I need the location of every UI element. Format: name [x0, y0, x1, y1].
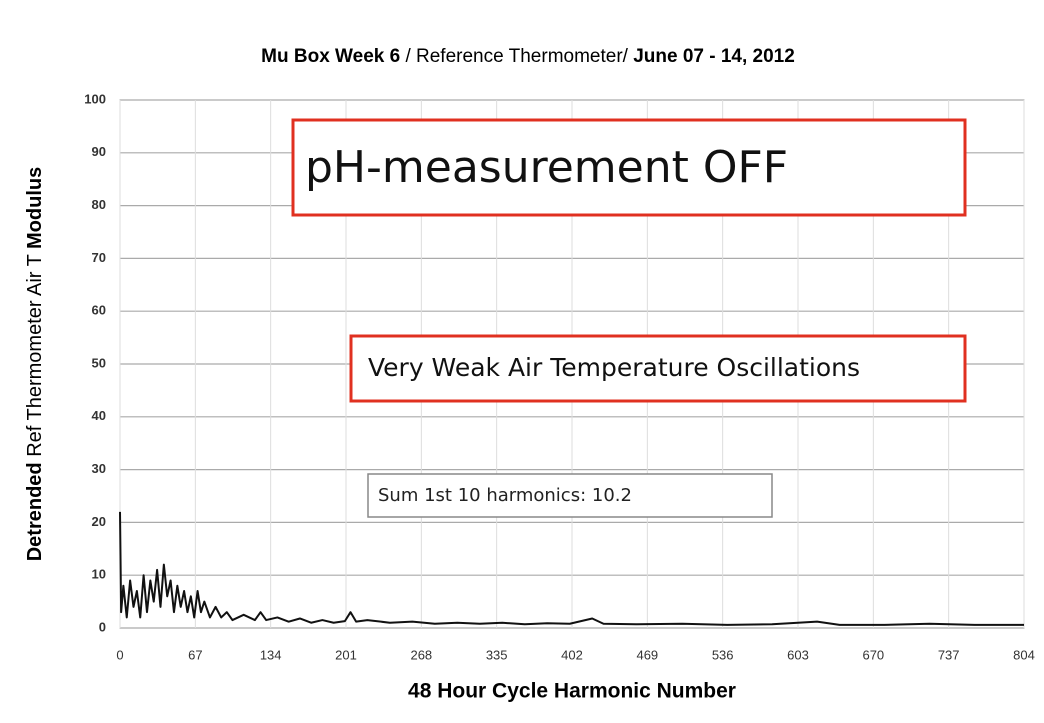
x-tick-label: 201: [335, 647, 357, 662]
annotation-box: [349, 334, 967, 403]
y-tick-label: 70: [92, 250, 106, 265]
x-tick-label: 737: [938, 647, 960, 662]
x-axis-label: 48 Hour Cycle Harmonic Number: [408, 680, 736, 703]
x-tick-label: 134: [260, 647, 282, 662]
ylabel-part: Modulus: [24, 167, 46, 249]
x-tick-label: 670: [862, 647, 884, 662]
x-tick-label: 67: [188, 647, 202, 662]
y-tick-label: 100: [84, 91, 106, 106]
title-part: June 07 - 14, 2012: [633, 46, 795, 67]
y-tick-label: 50: [92, 355, 106, 370]
x-tick-label: 268: [410, 647, 432, 662]
x-tick-label: 804: [1013, 647, 1035, 662]
y-tick-label: 40: [92, 408, 106, 423]
annotation-box: [291, 118, 967, 217]
annotation-box: [367, 473, 773, 518]
x-tick-label: 335: [486, 647, 508, 662]
x-tick-label: 603: [787, 647, 809, 662]
y-tick-label: 10: [92, 567, 106, 582]
annotation: Sum 1st 10 harmonics: 10.2: [378, 485, 632, 506]
y-tick-label: 30: [92, 461, 106, 476]
title-part: / Reference Thermometer/: [400, 46, 633, 67]
y-tick-label: 20: [92, 514, 106, 529]
annotation: pH-measurement OFF: [305, 142, 788, 193]
x-tick-label: 0: [116, 647, 123, 662]
x-tick-label: 469: [636, 647, 658, 662]
data-line: [119, 511, 1024, 626]
y-tick-label: 80: [92, 197, 106, 212]
chart-title: Mu Box Week 6 / Reference Thermometer/ J…: [261, 46, 795, 67]
y-axis-label: Detrended Ref Thermometer Air T Modulus: [24, 167, 46, 562]
y-tick-label: 90: [92, 144, 106, 159]
title-part: Mu Box Week 6: [261, 46, 400, 67]
y-tick-label: 0: [99, 619, 106, 634]
annotation: Very Weak Air Temperature Oscillations: [368, 353, 860, 382]
ylabel-part: Ref Thermometer Air T: [24, 249, 46, 462]
x-tick-label: 402: [561, 647, 583, 662]
x-tick-label: 536: [712, 647, 734, 662]
ylabel-part: Detrended: [24, 462, 46, 561]
y-tick-label: 60: [92, 303, 106, 318]
